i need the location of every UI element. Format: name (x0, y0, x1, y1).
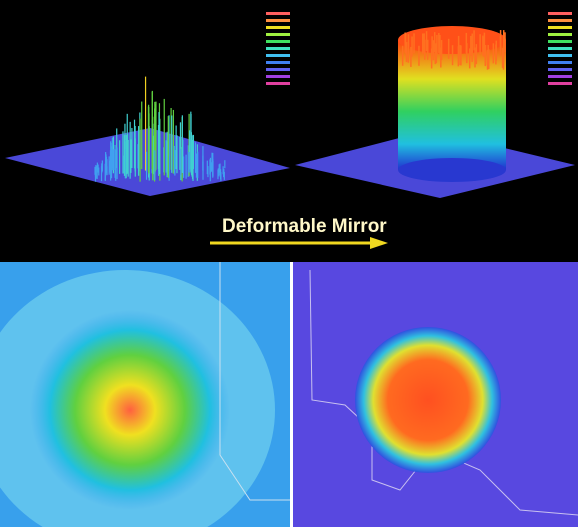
legend-swatch (266, 26, 290, 29)
legend-swatch (266, 40, 290, 43)
legend-swatch (548, 26, 572, 29)
legend-swatch (266, 12, 290, 15)
caption: Deformable Mirror (222, 216, 387, 237)
legend-swatch (548, 19, 572, 22)
legend-swatch (266, 19, 290, 22)
figure: Deformable Mirror (0, 0, 578, 527)
legend-swatch (266, 68, 290, 71)
legend-swatch (266, 47, 290, 50)
legend-swatch (266, 61, 290, 64)
legend-swatch (548, 82, 572, 85)
legend-swatch (548, 61, 572, 64)
beam-left (30, 310, 230, 510)
legend-swatch (548, 68, 572, 71)
legend-swatch (548, 40, 572, 43)
legend-swatch (548, 75, 572, 78)
legend-swatch (548, 47, 572, 50)
beam-right (355, 327, 501, 473)
legend-swatch (266, 75, 290, 78)
legend-swatch (548, 33, 572, 36)
legend-swatch (548, 12, 572, 15)
legend-swatch (266, 82, 290, 85)
legend-swatch (266, 54, 290, 57)
legend-swatch (548, 54, 572, 57)
legend-swatch (266, 33, 290, 36)
